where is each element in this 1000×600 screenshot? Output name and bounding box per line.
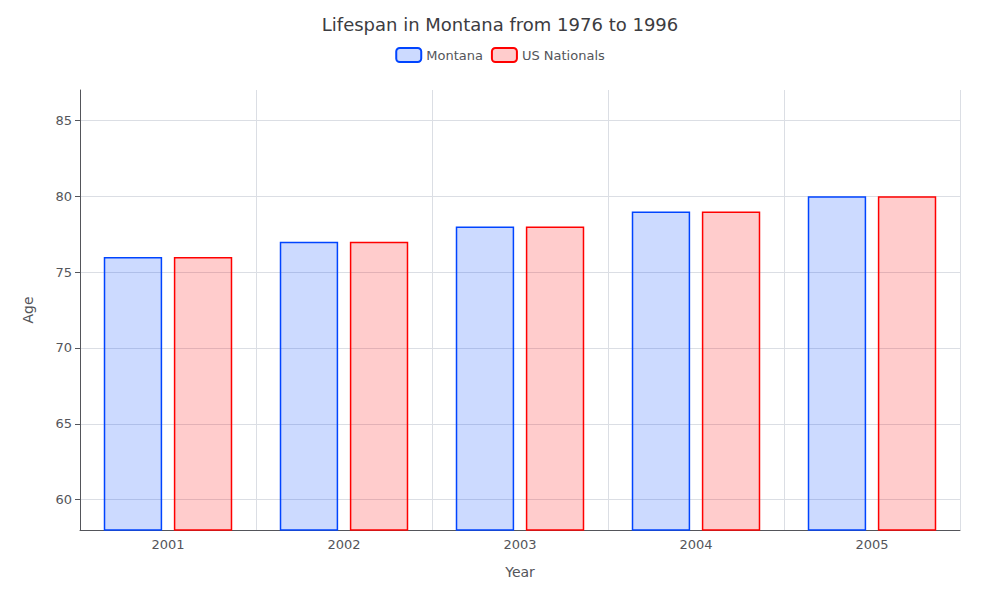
svg-text:2001: 2001: [151, 537, 184, 552]
svg-text:65: 65: [55, 416, 72, 431]
svg-text:2005: 2005: [855, 537, 888, 552]
svg-text:2002: 2002: [327, 537, 360, 552]
svg-text:2003: 2003: [503, 537, 536, 552]
svg-text:Age: Age: [20, 296, 36, 323]
svg-text:Lifespan in Montana from 1976: Lifespan in Montana from 1976 to 1996: [322, 14, 678, 35]
svg-text:2004: 2004: [679, 537, 712, 552]
svg-text:70: 70: [55, 340, 72, 355]
svg-text:75: 75: [55, 265, 72, 280]
svg-text:Year: Year: [504, 564, 535, 580]
svg-text:80: 80: [55, 189, 72, 204]
svg-text:60: 60: [55, 492, 72, 507]
svg-text:US Nationals: US Nationals: [522, 48, 605, 63]
svg-text:85: 85: [55, 113, 72, 128]
svg-text:Montana: Montana: [426, 48, 483, 63]
